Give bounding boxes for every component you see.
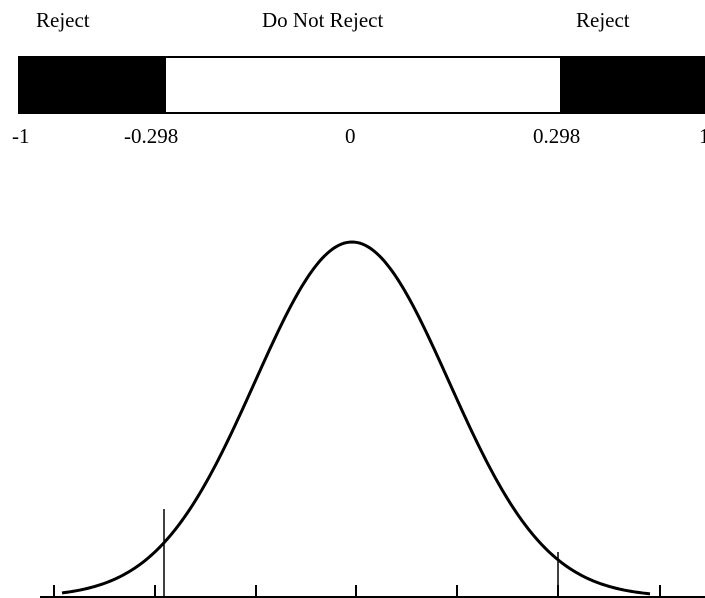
- rejection-region-bar: [18, 56, 705, 114]
- scale-label-lower-critical: -0.298: [124, 124, 179, 148]
- reject-left-label: Reject: [36, 8, 90, 32]
- scale-label-upper-critical: 0.298: [533, 124, 581, 148]
- axis-ticks: [53, 585, 661, 597]
- scale-label-center: 0: [345, 124, 356, 148]
- right-reject-region: [560, 58, 703, 112]
- reject-right-label: Reject: [576, 8, 630, 32]
- scale-label-min: -1: [12, 124, 30, 148]
- bell-curve: [61, 240, 651, 596]
- left-reject-region: [20, 58, 166, 112]
- do-not-reject-label: Do Not Reject: [262, 8, 384, 32]
- scale-label-max: 1: [699, 124, 705, 148]
